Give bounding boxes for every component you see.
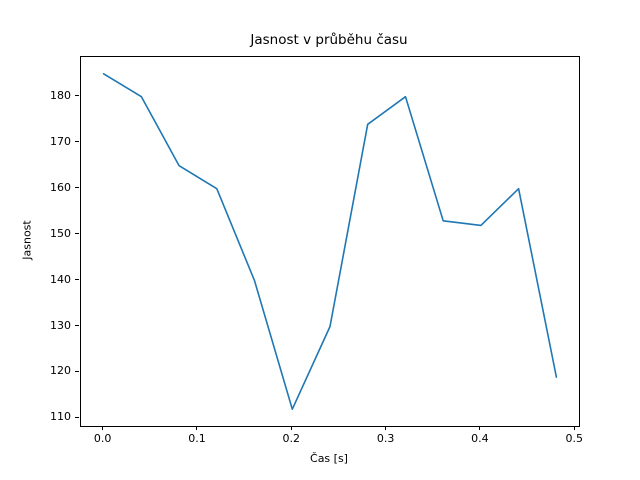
x-tick-mark (102, 426, 104, 430)
y-tick-mark (75, 416, 79, 418)
y-tick-mark (75, 187, 79, 189)
plot-area (80, 56, 580, 427)
y-tick-mark (75, 325, 79, 326)
y-tick-label: 110 (50, 410, 71, 424)
x-tick-mark (385, 426, 387, 430)
data-line-series (102, 72, 558, 411)
y-tick-mark (75, 233, 79, 235)
y-axis-label: Jasnost (20, 220, 34, 260)
x-tick-mark (573, 426, 575, 430)
y-tick-label: 150 (50, 226, 71, 240)
y-tick-mark (75, 279, 79, 281)
y-tick-label: 160 (50, 180, 71, 194)
y-tick-label: 120 (50, 364, 71, 378)
y-tick-label: 130 (50, 318, 71, 332)
x-tick-label: 0.2 (282, 432, 301, 445)
x-tick-mark (290, 426, 292, 430)
x-tick-label: 0.4 (471, 432, 489, 445)
y-tick-label: 140 (50, 272, 71, 286)
y-tick-mark (75, 95, 79, 97)
x-tick-mark (479, 426, 481, 430)
chart-title: Jasnost v průběhu času (250, 32, 408, 48)
y-tick-label: 180 (50, 88, 71, 102)
x-tick-label: 0.5 (565, 432, 583, 445)
y-tick-mark (75, 370, 79, 372)
y-tick-label: 170 (50, 134, 71, 148)
x-tick-label: 0.3 (376, 432, 395, 445)
line-chart-canvas (102, 72, 558, 411)
x-axis-label: Čas [s] (310, 452, 348, 465)
y-tick-mark (75, 141, 79, 143)
x-tick-mark (196, 426, 198, 430)
x-tick-label: 0.1 (188, 432, 206, 445)
x-tick-label: 0.0 (93, 432, 112, 445)
